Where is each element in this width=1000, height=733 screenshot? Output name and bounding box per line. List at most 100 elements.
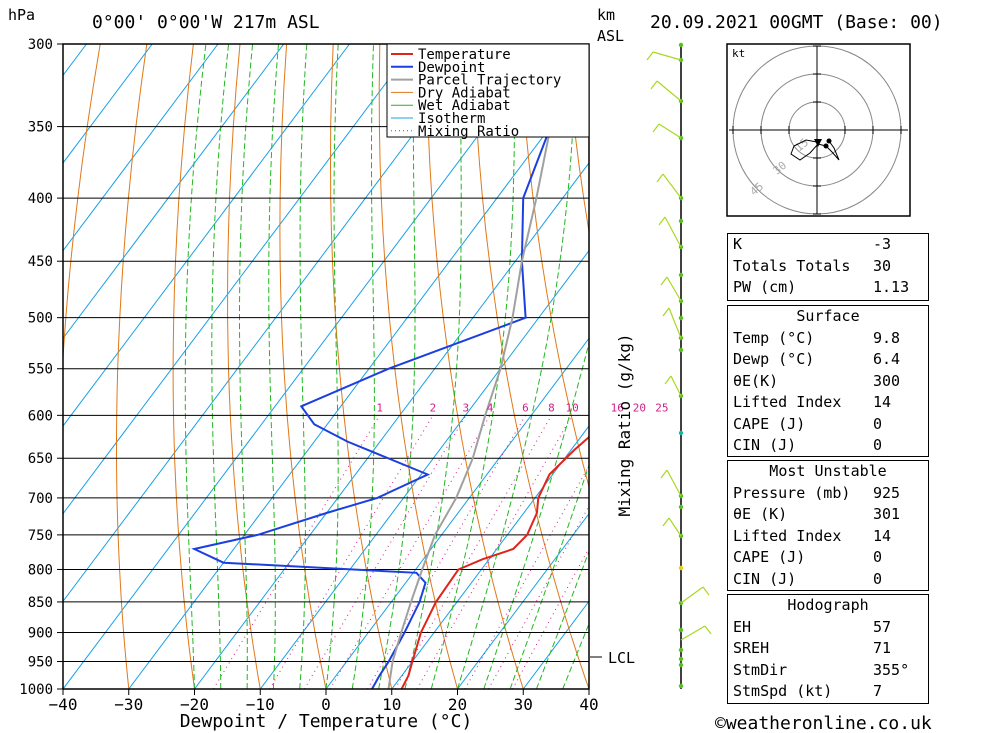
wind-dot: [678, 430, 684, 436]
most-unstable-row: CIN (J) 0: [728, 569, 928, 591]
index-label: Totals Totals: [733, 256, 851, 275]
mixing-ratio-label: 8: [548, 401, 555, 414]
isotherm-line: [259, 249, 589, 689]
wind-barb: [666, 469, 682, 497]
wind-dot: [678, 315, 684, 321]
wind-column: [646, 42, 712, 689]
x-axis-label: Dewpoint / Temperature (°C): [180, 711, 473, 732]
wind-barb-flag: [650, 80, 658, 90]
surface-value: 300: [873, 371, 901, 390]
surface-value: 0: [873, 436, 883, 454]
mixing-ratio-line: [394, 415, 552, 689]
wind-barb-flag: [646, 51, 654, 61]
mixing-ratio-label: 3: [463, 401, 470, 414]
y-tick-label: 750: [28, 528, 53, 544]
most-unstable-label: CIN (J): [733, 569, 797, 588]
hodograph-trace: [790, 139, 840, 161]
surface-value: 6.4: [873, 350, 901, 368]
hodograph-stat-row: EH 57: [728, 617, 928, 639]
mixing-ratio-line: [512, 546, 589, 689]
hodograph-unit-label: kt: [732, 47, 745, 60]
isotherm-line: [391, 425, 589, 689]
hodograph-stat-value: 355°: [873, 660, 910, 679]
mixing-ratio-label: 10: [566, 401, 579, 414]
wind-dot: [678, 647, 684, 653]
surface-row: θE(K) 300: [728, 371, 928, 393]
isotherm-line: [63, 44, 285, 340]
hodograph-stat-value: 57: [873, 617, 892, 636]
wind-dot: [678, 272, 684, 278]
index-label: PW (cm): [733, 278, 797, 296]
x-tick-label: 10: [382, 695, 401, 714]
asl-unit-label: ASL: [597, 27, 624, 45]
wet-adiabat-line: [211, 44, 230, 689]
wind-barb-flag: [656, 173, 664, 183]
hodograph-stat-value: 71: [873, 639, 892, 657]
mixing-ratio-line: [269, 415, 434, 689]
isotherm-line: [194, 162, 589, 689]
most-unstable-row: CAPE (J) 0: [728, 547, 928, 569]
legend-entry: Isotherm: [418, 111, 485, 127]
surface-label: Lifted Index: [733, 393, 842, 411]
dry-adiabat-line: [279, 44, 327, 689]
legend-entry: Temperature: [418, 47, 511, 63]
most-unstable-value: 0: [873, 548, 883, 566]
legend-entry: Parcel Trajectory: [418, 73, 561, 89]
wet-adiabat-line: [325, 44, 339, 689]
isobars: [63, 43, 589, 690]
dry-adiabat-line: [116, 44, 148, 689]
dry-adiabat-line: [63, 44, 101, 689]
wind-barb: [668, 517, 682, 537]
location-title: 0°00' 0°00'W 217m ASL: [92, 12, 320, 33]
y-tick-label: 350: [28, 120, 53, 136]
dry-adiabat-line: [986, 44, 1000, 689]
most-unstable-label: Pressure (mb): [733, 483, 851, 502]
profiles: [191, 44, 589, 689]
index-row: PW (cm) 1.13: [728, 277, 928, 299]
wind-barb-flag: [702, 586, 710, 596]
most-unstable-row: Lifted Index 14: [728, 526, 928, 548]
mixing-ratio-label: 4: [487, 401, 494, 414]
hodograph-table-title: Hodograph: [787, 596, 869, 614]
x-tick-label: 40: [579, 695, 598, 714]
wind-dot: [678, 565, 684, 571]
wind-barb-flag: [664, 375, 672, 385]
legend-entry: Wet Adiabat: [418, 98, 511, 114]
y-tick-label: 400: [28, 191, 53, 207]
mixing-ratio-label: 20: [633, 401, 646, 414]
y-tick-label: 900: [28, 626, 53, 642]
index-row: K -3: [728, 234, 928, 256]
wind-barb-flag: [662, 517, 670, 527]
axes: 3003504004505005506006507007508008509009…: [19, 37, 598, 714]
most-unstable-label: θE (K): [733, 505, 788, 523]
hodograph-stat-label: StmSpd (kt): [733, 682, 833, 700]
surface-value: 0: [873, 414, 883, 433]
wind-barb: [662, 173, 682, 199]
wind-barb: [680, 625, 706, 641]
wind-barb-flag: [660, 469, 668, 479]
x-tick-label: −30: [114, 695, 143, 714]
wind-barb-flag: [662, 307, 670, 317]
most-unstable-title: Most Unstable: [769, 462, 887, 480]
most-unstable-label: CAPE (J): [733, 548, 806, 566]
isotherm-line: [128, 74, 589, 689]
wind-dot: [678, 347, 684, 353]
dry-adiabat-line: [378, 44, 458, 689]
wind-dot: [678, 504, 684, 510]
dry-adiabat-line: [425, 44, 524, 689]
y-tick-label: 800: [28, 562, 53, 578]
dry-adiabat-line: [172, 44, 195, 689]
datetime-title: 20.09.2021 00GMT (Base: 00): [650, 12, 943, 33]
storm-motion-dot: [826, 138, 832, 144]
surface-title: Surface: [796, 307, 860, 325]
isotherm-line: [0, 44, 21, 689]
y-tick-label: 550: [28, 362, 53, 378]
legend-entry: Dewpoint: [418, 60, 485, 76]
index-value: 1.13: [873, 278, 910, 296]
y-tick-label: 700: [28, 491, 53, 507]
index-label: K: [733, 235, 743, 253]
wind-barb: [664, 216, 682, 248]
wind-barb: [666, 276, 682, 302]
